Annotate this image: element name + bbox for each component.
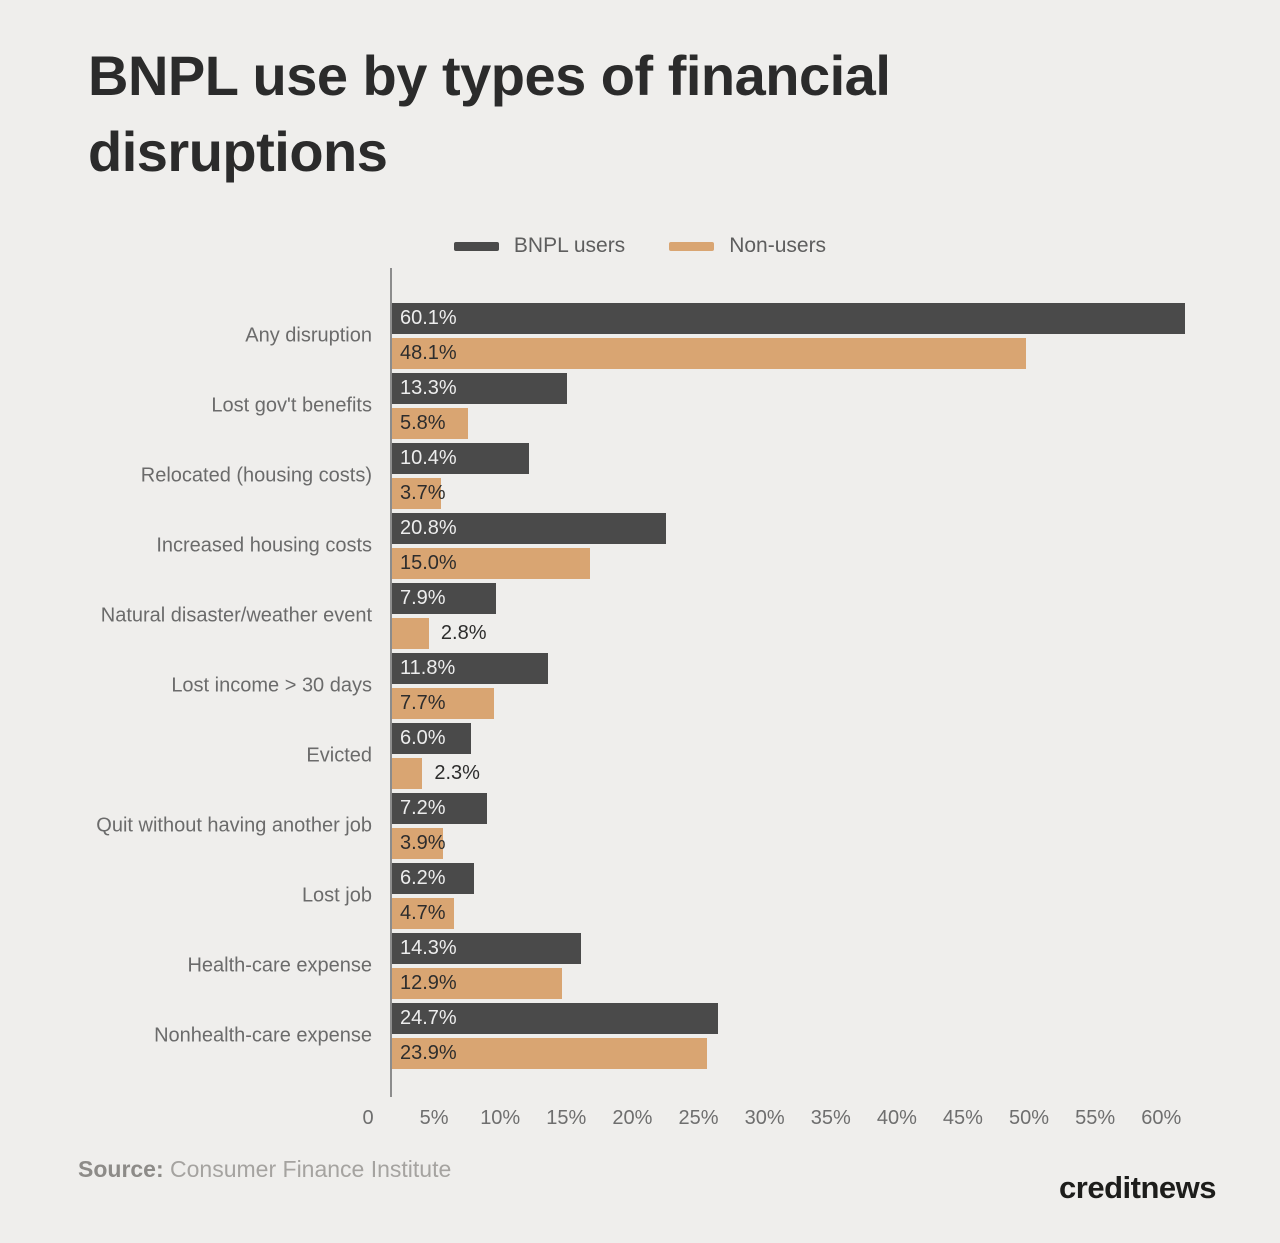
x-tick-label: 25% <box>678 1107 719 1129</box>
bar-non-users: 4.7% <box>392 898 454 929</box>
bar-value-label: 15.0% <box>400 552 457 574</box>
bar-non-users: 2.3% <box>392 758 480 789</box>
bar-value-label: 3.9% <box>400 832 446 854</box>
bar-value-label: 7.2% <box>400 797 446 819</box>
legend-label-non-users: Non-users <box>729 234 827 257</box>
category-label: Evicted <box>306 744 372 767</box>
bar-bnpl-users: 24.7% <box>392 1003 718 1034</box>
bar-value-label: 2.8% <box>440 622 487 644</box>
x-tick-label: 40% <box>876 1107 917 1129</box>
bar-chart: Any disruption 60.1% 48.1% Lost gov't benef… <box>96 268 1215 1135</box>
bar-non-users: 12.9% <box>392 968 563 999</box>
category-group: Any disruption 60.1% 48.1% <box>245 303 1215 369</box>
bar-bnpl-users: 20.8% <box>392 513 667 544</box>
category-group: Health-care expense 14.3% 12.9% <box>187 933 1215 999</box>
source-line: Source: Consumer Finance Institute <box>78 1156 451 1183</box>
bar-value-label: 23.9% <box>400 1042 457 1064</box>
bar-value-label: 2.3% <box>434 762 480 784</box>
bar-value-label: 48.1% <box>400 342 457 364</box>
legend-label-bnpl-users: BNPL users <box>513 234 626 257</box>
category-label: Lost gov't benefits <box>211 394 372 417</box>
bar-non-users: 7.7% <box>392 688 494 719</box>
category-label: Lost job <box>301 884 372 907</box>
bar-value-label: 7.7% <box>400 692 446 714</box>
x-tick-label: 55% <box>1075 1107 1116 1129</box>
category-group: Increased housing costs 20.8% 15.0% <box>156 513 1215 579</box>
bar-non-users: 15.0% <box>392 548 590 579</box>
legend-swatch-bnpl-users <box>453 241 499 251</box>
bar-bnpl-users: 7.2% <box>392 793 487 824</box>
bar-value-label: 12.9% <box>400 972 457 994</box>
category-group: Relocated (housing costs) 10.4% 3.7% <box>141 443 1215 509</box>
category-group: Lost income > 30 days 11.8% 7.7% <box>171 653 1215 719</box>
bar-bnpl-users: 6.0% <box>392 723 472 754</box>
x-tick-label: 50% <box>1009 1107 1050 1129</box>
category-label: Nonhealth-care expense <box>154 1024 372 1047</box>
brand-logo: creditnews <box>1059 1170 1216 1205</box>
source-label: Source: <box>78 1156 164 1182</box>
x-tick-label: 0 <box>362 1107 374 1129</box>
bar-value-label: 5.8% <box>400 412 446 434</box>
source-name: Consumer Finance Institute <box>170 1156 452 1182</box>
x-tick-label: 60% <box>1141 1107 1182 1129</box>
x-tick-label: 20% <box>612 1107 653 1129</box>
bar-bnpl-users: 11.8% <box>392 653 548 684</box>
category-group: Evicted 6.0% 2.3% <box>306 723 1215 789</box>
bar-bnpl-users: 6.2% <box>392 863 474 894</box>
category-label: Any disruption <box>245 324 372 347</box>
legend-item-non-users: Non-users <box>669 234 826 258</box>
bar-non-users: 3.7% <box>392 478 446 509</box>
category-group: Nonhealth-care expense 24.7% 23.9% <box>154 1003 1215 1069</box>
bar-value-label: 4.7% <box>400 902 446 924</box>
bar-bnpl-users: 7.9% <box>392 583 497 614</box>
x-tick-label: 30% <box>744 1107 785 1129</box>
category-label: Relocated (housing costs) <box>140 464 372 487</box>
legend: BNPL users Non-users <box>0 234 1280 258</box>
category-group: Lost gov't benefits 13.3% 5.8% <box>211 373 1215 439</box>
category-label: Lost income > 30 days <box>171 674 372 697</box>
x-tick-label: 5% <box>419 1107 449 1129</box>
bar-value-label: 6.0% <box>400 727 446 749</box>
bar-bnpl-users: 13.3% <box>392 373 568 404</box>
category-label: Quit without having another job <box>96 814 372 837</box>
category-group: Quit without having another job 7.2% 3.9% <box>96 793 1215 859</box>
legend-swatch-non-users <box>669 241 715 251</box>
bar-bnpl-users: 10.4% <box>392 443 530 474</box>
category-group: Lost job 6.2% 4.7% <box>302 863 1215 929</box>
category-label: Increased housing costs <box>156 534 372 557</box>
category-label: Natural disaster/weather event <box>100 604 372 627</box>
bar-value-label: 3.7% <box>400 482 446 504</box>
x-tick-label: 15% <box>546 1107 587 1129</box>
bar-bnpl-users: 60.1% <box>392 303 1185 334</box>
legend-item-bnpl-users: BNPL users <box>453 234 626 258</box>
x-tick-label: 35% <box>810 1107 851 1129</box>
bar-value-label: 6.2% <box>400 867 446 889</box>
bar-value-label: 24.7% <box>400 1007 457 1029</box>
bar-value-label: 14.3% <box>400 937 457 959</box>
x-tick-label: 10% <box>480 1107 521 1129</box>
category-group: Natural disaster/weather event 7.9% 2.8% <box>101 583 1215 649</box>
bar-non-users: 23.9% <box>392 1038 708 1069</box>
category-label: Health-care expense <box>187 954 372 977</box>
bar-value-label: 60.1% <box>400 307 457 329</box>
bar-non-users: 3.9% <box>392 828 446 859</box>
bar-bnpl-users: 14.3% <box>392 933 581 964</box>
bar-value-label: 13.3% <box>400 377 457 399</box>
bar-value-label: 11.8% <box>400 657 456 679</box>
bar-non-users: 2.8% <box>392 618 487 649</box>
bar-non-users: 5.8% <box>392 408 469 439</box>
plot-area: Any disruption 60.1% 48.1% Lost gov't benef… <box>96 268 1215 1097</box>
x-tick-label: 45% <box>942 1107 983 1129</box>
bar-non-users: 48.1% <box>392 338 1027 369</box>
bar-value-label: 7.9% <box>400 587 446 609</box>
x-axis: 0 5% 10% 15% 20% 25% 30% 35% 40% 45% 50% 55% 60% <box>362 1107 1215 1135</box>
bar-value-label: 10.4% <box>400 447 457 469</box>
bar-value-label: 20.8% <box>400 517 457 539</box>
chart-title: BNPL use by types of financial disruptio… <box>88 44 891 184</box>
